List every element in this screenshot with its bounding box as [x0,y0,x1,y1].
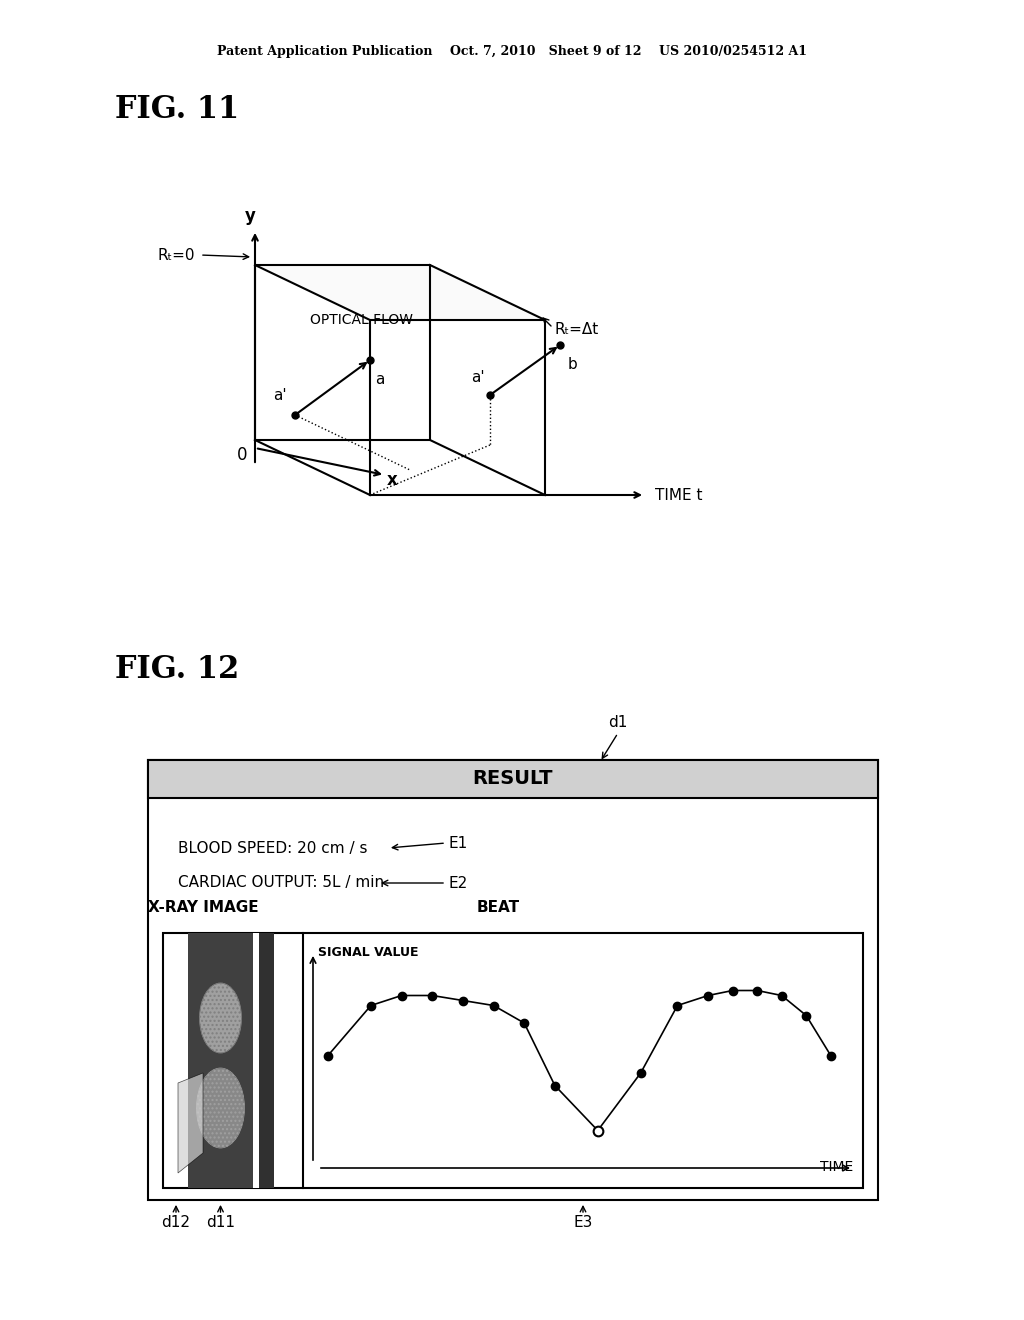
Text: d11: d11 [206,1214,234,1230]
Text: a: a [375,372,384,387]
Text: E2: E2 [449,875,467,891]
Text: Patent Application Publication    Oct. 7, 2010   Sheet 9 of 12    US 2010/025451: Patent Application Publication Oct. 7, 2… [217,45,807,58]
Polygon shape [178,1073,203,1173]
Text: BEAT: BEAT [476,900,519,916]
Ellipse shape [200,983,242,1053]
Text: TIME t: TIME t [655,487,702,503]
Bar [148,760,878,799]
Text: d12: d12 [162,1214,190,1230]
Text: x: x [387,471,397,488]
Text: d1: d1 [608,715,628,730]
Text: TIME: TIME [820,1160,853,1173]
Text: FIG. 12: FIG. 12 [115,655,240,685]
Bar [188,933,253,1188]
Text: BLOOD SPEED: 20 cm / s: BLOOD SPEED: 20 cm / s [178,841,368,855]
Text: y: y [245,207,255,224]
Text: 0: 0 [237,446,247,465]
Text: OPTICAL FLOW: OPTICAL FLOW [310,313,413,327]
Text: Rₜ=Δt: Rₜ=Δt [555,322,599,338]
Text: Rₜ=0: Rₜ=0 [158,248,195,263]
Text: X-RAY IMAGE: X-RAY IMAGE [147,900,258,916]
Bar [163,933,863,1188]
Text: CARDIAC OUTPUT: 5L / min: CARDIAC OUTPUT: 5L / min [178,875,384,891]
Bar [148,760,878,1200]
Text: E1: E1 [449,836,467,850]
Text: FIG. 11: FIG. 11 [115,95,240,125]
Bar [253,933,259,1188]
Text: E3: E3 [573,1214,593,1230]
Text: a': a' [273,388,287,403]
Bar [259,933,274,1188]
Ellipse shape [197,1068,245,1148]
Bar [148,760,878,799]
Polygon shape [255,265,545,319]
Text: SIGNAL VALUE: SIGNAL VALUE [318,946,419,960]
Text: RESULT: RESULT [473,770,553,788]
Text: b: b [568,356,578,372]
Text: a': a' [471,370,484,385]
